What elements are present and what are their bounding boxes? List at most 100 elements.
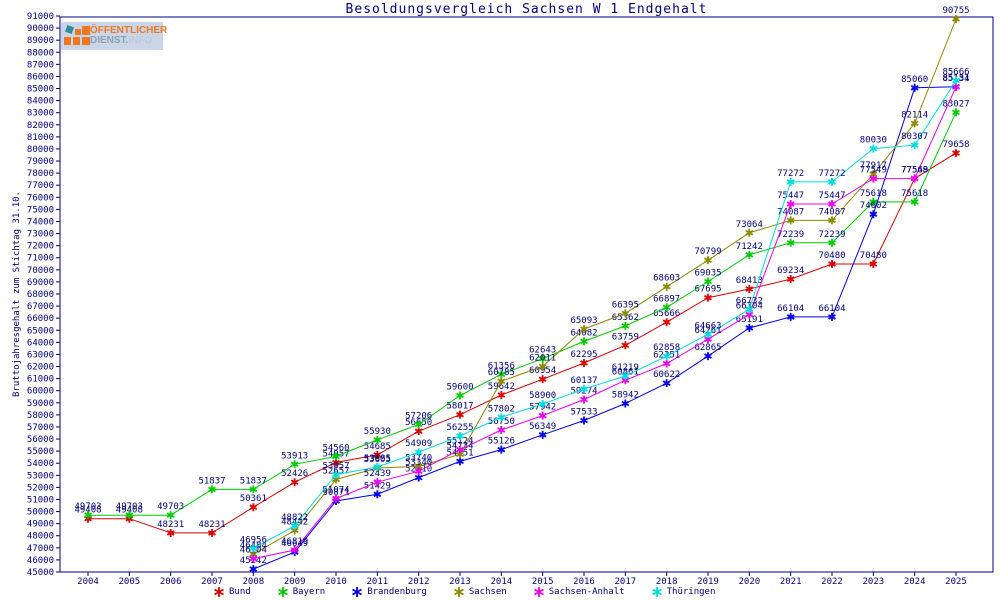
chart-legend: Bund Bayern Brandenburg Sachsen Sachsen-… [213, 586, 715, 598]
x-tick-label: 2015 [532, 577, 554, 587]
y-tick-label: 84000 [27, 97, 54, 107]
data-point-label-brandenburg-2023: 74602 [860, 201, 887, 211]
y-tick-label: 71000 [27, 254, 54, 264]
data-point-bayern-2018 [662, 303, 671, 312]
data-point-label-sachsen-anhalt-2014: 56750 [488, 417, 515, 427]
data-point-brandenburg-2023 [869, 210, 878, 219]
data-point-thüringen-2008 [249, 544, 258, 553]
data-point-label-brandenburg-2019: 62865 [694, 343, 721, 353]
data-point-bayern-2014 [497, 370, 506, 379]
data-point-label-bayern-2021: 72239 [777, 230, 804, 240]
x-tick-label: 2004 [77, 577, 99, 587]
data-point-bayern-2008 [249, 485, 258, 494]
data-point-bund-2012 [414, 427, 423, 436]
data-point-thüringen-2018 [662, 352, 671, 361]
data-point-brandenburg-2014 [497, 445, 506, 454]
data-point-label-sachsen-2021: 74087 [777, 207, 804, 217]
data-point-label-bund-2007: 48231 [198, 520, 225, 530]
data-point-sachsen-anhalt-2021 [786, 199, 795, 208]
data-point-label-bund-2013: 58017 [446, 402, 473, 412]
data-point-bayern-2019 [704, 277, 712, 286]
data-point-label-thüringen-2010: 53057 [322, 462, 349, 472]
data-point-label-brandenburg-2009: 46649 [281, 539, 308, 549]
data-point-thüringen-2017 [621, 371, 630, 380]
data-point-bayern-2017 [621, 321, 630, 330]
data-point-thüringen-2023 [869, 144, 878, 153]
y-tick-label: 72000 [27, 242, 54, 252]
series-line-bayern [88, 112, 957, 516]
data-point-bayern-2007 [208, 485, 216, 494]
data-point-label-brandenburg-2010: 50871 [322, 488, 349, 498]
x-tick-label: 2024 [904, 577, 926, 587]
y-tick-label: 70000 [27, 266, 54, 276]
data-point-label-brandenburg-2018: 60622 [653, 370, 680, 380]
data-point-sachsen-anhalt-2010 [332, 494, 340, 503]
y-tick-label: 85000 [27, 85, 54, 95]
data-point-label-bund-2020: 68413 [736, 276, 763, 286]
data-point-bayern-2024 [910, 197, 919, 206]
data-point-label-bayern-2008: 51837 [240, 476, 267, 486]
series-line-brandenburg [253, 86, 957, 570]
legend-marker-bayern [277, 587, 288, 597]
y-tick-label: 54000 [27, 459, 54, 469]
data-point-sachsen-2019 [704, 256, 712, 265]
data-point-bund-2019 [704, 293, 712, 302]
x-tick-label: 2021 [780, 577, 802, 587]
data-point-bund-2021 [786, 275, 795, 284]
data-point-label-thüringen-2013: 56255 [446, 423, 473, 433]
data-point-label-bayern-2019: 69035 [694, 268, 721, 278]
data-point-label-sachsen-2022: 74087 [818, 207, 845, 217]
data-point-label-sachsen-2011: 53605 [364, 455, 391, 465]
data-point-label-thüringen-2018: 62858 [653, 343, 680, 353]
data-point-label-bund-2004: 49408 [74, 506, 101, 516]
series-line-sachsen-anhalt [253, 86, 957, 560]
y-tick-label: 67000 [27, 302, 54, 312]
y-tick-label: 68000 [27, 290, 54, 300]
x-tick-label: 2009 [284, 577, 306, 587]
logo-icon [63, 24, 90, 48]
y-tick-label: 48000 [27, 532, 54, 542]
y-tick-label: 45000 [27, 568, 54, 578]
data-point-label-thüringen-2012: 54909 [405, 439, 432, 449]
legend-item-bayern: Bayern [277, 586, 325, 598]
data-point-sachsen-anhalt-2023 [869, 174, 878, 183]
data-point-bayern-2005 [125, 511, 134, 520]
data-point-sachsen-2020 [745, 228, 754, 237]
data-point-bund-2014 [497, 391, 506, 400]
data-point-sachsen-2024 [910, 119, 919, 128]
data-point-bayern-2025 [952, 108, 960, 117]
y-tick-label: 83000 [27, 109, 54, 119]
legend-item-thüringen: Thüringen [651, 586, 715, 598]
data-point-label-thüringen-2021: 77272 [777, 169, 804, 179]
data-point-bund-2008 [249, 503, 258, 512]
y-tick-label: 69000 [27, 278, 54, 288]
data-point-label-thüringen-2011: 53685 [364, 454, 391, 464]
legend-item-bund: Bund [213, 586, 251, 598]
legend-label-bund: Bund [229, 587, 251, 597]
y-tick-label: 86000 [27, 72, 54, 82]
y-tick-label: 61000 [27, 375, 54, 385]
data-point-brandenburg-2013 [456, 457, 464, 466]
data-point-brandenburg-2017 [621, 399, 630, 408]
data-point-label-thüringen-2020: 66732 [736, 296, 763, 306]
data-point-label-sachsen-2014: 60785 [488, 368, 515, 378]
legend-marker-sachsen-anhalt [533, 587, 544, 597]
data-point-sachsen-anhalt-2008 [249, 554, 258, 563]
data-point-label-thüringen-2019: 64663 [694, 321, 721, 331]
y-tick-label: 74000 [27, 217, 54, 227]
y-tick-label: 50000 [27, 508, 54, 518]
data-point-label-brandenburg-2024: 85060 [901, 75, 928, 85]
y-tick-label: 87000 [27, 60, 54, 70]
data-point-label-bund-2021: 69234 [777, 266, 804, 276]
data-point-label-bayern-2007: 51837 [198, 476, 225, 486]
data-point-bund-2013 [456, 410, 464, 419]
data-point-sachsen-anhalt-2011 [373, 478, 382, 487]
data-point-label-sachsen-anhalt-2021: 75447 [777, 191, 804, 201]
data-point-thüringen-2019 [704, 330, 712, 339]
data-point-bund-2018 [662, 318, 671, 327]
data-point-bund-2007 [208, 528, 216, 537]
data-point-label-bund-2025: 79658 [942, 140, 969, 150]
data-point-label-brandenburg-2016: 57533 [570, 408, 597, 418]
data-point-label-bayern-2025: 83027 [942, 99, 969, 109]
legend-marker-thüringen [651, 587, 662, 597]
